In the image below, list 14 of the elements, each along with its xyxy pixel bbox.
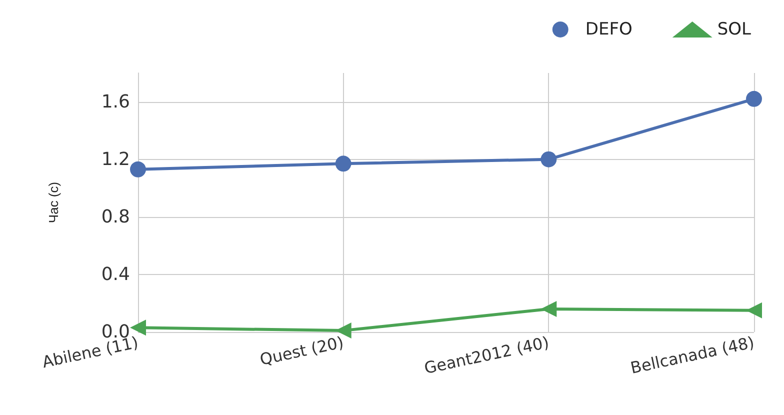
y-tick-label: 0.4 xyxy=(101,264,130,285)
y-tick-label: 1.6 xyxy=(101,91,130,112)
point xyxy=(746,90,762,107)
x-tick-label: Quest (20) xyxy=(258,332,346,369)
point xyxy=(335,156,352,172)
point xyxy=(540,300,557,317)
y-tick-label: 1.2 xyxy=(101,148,130,170)
legend-label: SOL xyxy=(717,20,752,40)
y-tick-label: 0.8 xyxy=(101,206,130,228)
point xyxy=(130,161,146,178)
point xyxy=(540,151,557,168)
point xyxy=(130,320,146,336)
y-axis-title: Час (с) xyxy=(46,182,61,224)
legend-label: DEFO xyxy=(585,20,632,40)
